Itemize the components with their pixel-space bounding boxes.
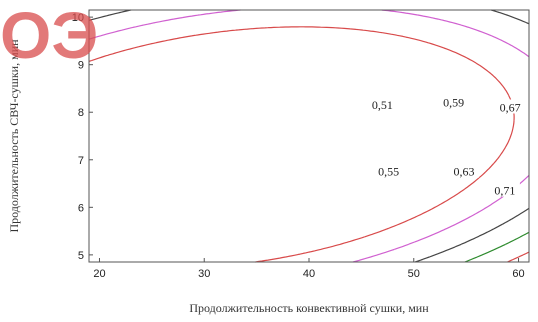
level-label-bg <box>438 94 469 109</box>
level-label-bg <box>489 182 520 197</box>
y-tick-label: 10 <box>72 12 84 24</box>
x-tick-label: 50 <box>408 268 420 280</box>
contour-level-labels: 0,51 0,55 0,59 0,63 0,67 0,71 <box>367 94 526 198</box>
x-tick-label: 20 <box>93 268 105 280</box>
watermark-logo: ОЭ <box>0 0 98 72</box>
contour-level-label: 0,63 <box>454 165 475 179</box>
contour-lines <box>88 9 530 263</box>
x-axis: 20 30 40 50 60 <box>93 258 525 280</box>
x-axis-title: Продолжительность конвективной сушки, ми… <box>189 301 429 315</box>
level-label-bg <box>367 97 398 112</box>
contour-level-label: 0,51 <box>372 98 393 112</box>
x-tick-label: 60 <box>512 268 524 280</box>
contour-line-0-55 <box>88 9 530 263</box>
y-tick-label: 5 <box>78 250 84 262</box>
y-tick-label: 8 <box>78 107 84 119</box>
y-tick-label: 6 <box>78 202 84 214</box>
contour-level-label: 0,67 <box>500 100 521 114</box>
contour-line-0-63 <box>464 231 530 263</box>
level-label-bg <box>449 163 480 178</box>
plot-frame <box>88 9 530 263</box>
y-tick-label: 9 <box>78 60 84 72</box>
level-label-bg <box>495 99 526 114</box>
contour-level-label: 0,55 <box>378 165 399 179</box>
contour-level-label: 0,71 <box>494 184 515 198</box>
y-axis: 5 6 7 8 9 10 <box>72 12 93 262</box>
contour-level-label: 0,59 <box>443 96 464 110</box>
y-axis-title: Продолжительность СВЧ-сушки, мин <box>7 39 21 233</box>
level-label-bg <box>373 163 404 178</box>
x-tick-label: 40 <box>303 268 315 280</box>
x-tick-label: 30 <box>198 268 210 280</box>
contour-line-0-59 <box>88 9 530 263</box>
y-tick-label: 7 <box>78 155 84 167</box>
